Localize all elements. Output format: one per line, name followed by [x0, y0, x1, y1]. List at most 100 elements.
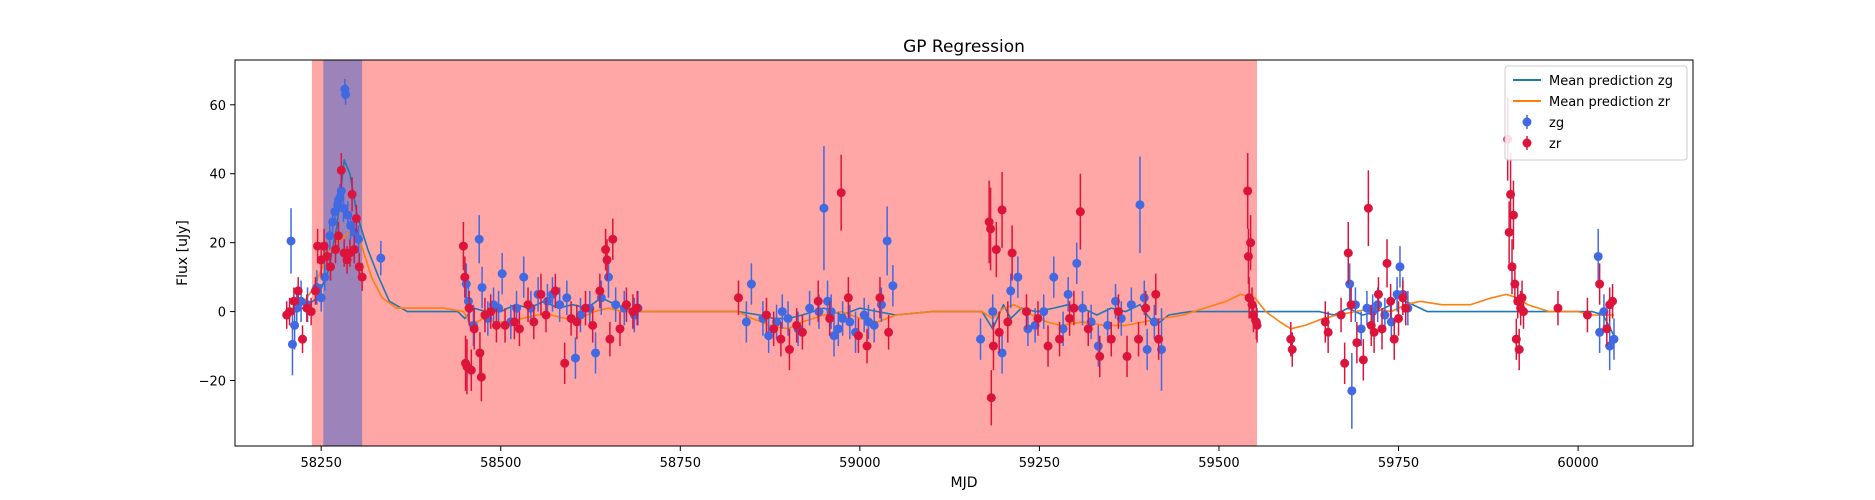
marker — [1003, 317, 1013, 327]
data-point-zg — [764, 318, 774, 353]
data-point-zr — [1514, 328, 1524, 371]
marker — [776, 334, 786, 344]
marker — [853, 331, 863, 341]
marker — [829, 331, 839, 341]
data-point-zr — [621, 287, 631, 322]
data-point-zr — [843, 277, 853, 319]
data-point-zg — [777, 294, 787, 329]
data-point-zg — [477, 266, 487, 309]
marker — [601, 245, 611, 255]
marker — [595, 286, 605, 296]
marker — [313, 241, 323, 251]
marker — [843, 293, 853, 303]
data-point-zr — [333, 221, 343, 250]
data-point-zr — [475, 332, 485, 374]
marker — [1023, 324, 1033, 334]
marker — [523, 300, 533, 310]
marker — [477, 282, 487, 292]
data-point-zr — [853, 318, 863, 353]
y-tick-label: −20 — [199, 375, 226, 390]
data-point-zr — [813, 280, 823, 322]
marker — [1247, 300, 1257, 310]
marker — [884, 327, 894, 337]
marker — [1345, 279, 1355, 289]
data-point-zr — [1363, 170, 1373, 247]
data-point-zr — [1252, 308, 1262, 343]
data-point-zr — [875, 277, 885, 319]
data-point-zg — [1013, 256, 1023, 298]
marker — [338, 203, 348, 213]
marker — [333, 231, 343, 241]
data-point-zr — [1055, 321, 1065, 357]
marker — [1134, 334, 1144, 344]
data-point-zr — [991, 221, 1001, 278]
legend: Mean prediction zg Mean prediction zr zg zr — [1504, 65, 1688, 161]
data-point-zr — [986, 187, 996, 271]
data-point-zr — [632, 290, 642, 326]
marker — [1039, 307, 1049, 317]
data-point-zr — [1343, 221, 1353, 285]
data-point-zr — [825, 301, 835, 336]
data-point-zg — [1006, 273, 1016, 309]
marker — [486, 307, 496, 317]
marker — [792, 320, 802, 330]
data-point-zr — [836, 154, 846, 231]
data-point-zg — [596, 280, 606, 316]
marker — [322, 251, 332, 261]
data-point-zr — [351, 204, 361, 233]
marker — [1151, 289, 1161, 299]
plot-frame — [234, 59, 1694, 447]
data-point-zr — [1134, 321, 1144, 357]
marker — [476, 372, 486, 382]
legend-label: zr — [1549, 137, 1562, 152]
data-point-zg — [497, 253, 507, 295]
data-point-zg — [591, 332, 601, 374]
data-point-zr — [500, 308, 510, 343]
marker — [1608, 296, 1618, 306]
marker — [555, 300, 565, 310]
data-point-zg — [976, 318, 986, 360]
marker — [1072, 258, 1082, 268]
marker — [497, 269, 507, 279]
marker — [1323, 327, 1333, 337]
data-point-zr — [1106, 321, 1116, 357]
data-point-zg — [611, 287, 621, 322]
marker — [512, 303, 522, 313]
marker — [1382, 258, 1392, 268]
marker — [351, 214, 361, 224]
x-axis: 58250 58500 58750 59000 59250 59500 59750 60000 — [301, 446, 1599, 471]
data-point-zg — [1347, 352, 1357, 429]
marker — [1602, 324, 1612, 334]
data-point-zr — [1518, 294, 1528, 329]
marker — [819, 203, 829, 213]
marker — [988, 341, 998, 351]
data-point-zg — [1072, 242, 1082, 285]
marker — [1595, 279, 1605, 289]
marker — [1142, 345, 1152, 354]
marker — [1113, 307, 1123, 317]
data-point-zg — [1126, 287, 1136, 322]
marker — [741, 317, 751, 327]
data-point-zg — [555, 287, 565, 322]
marker — [1368, 307, 1378, 317]
marker — [746, 279, 756, 289]
marker — [1149, 317, 1159, 327]
marker — [349, 245, 359, 255]
marker — [1007, 248, 1017, 258]
marker — [514, 324, 524, 334]
data-point-zg — [316, 284, 326, 312]
data-point-zg — [1609, 318, 1619, 360]
marker — [509, 317, 519, 327]
data-point-zr — [1386, 284, 1396, 319]
marker — [1122, 351, 1132, 361]
data-point-zr — [1083, 311, 1093, 347]
data-point-zr — [1358, 339, 1368, 381]
x-axis-label: MJD — [951, 475, 978, 491]
marker — [1508, 210, 1518, 220]
marker — [1243, 251, 1253, 261]
marker — [833, 324, 843, 334]
marker — [1595, 327, 1605, 337]
marker — [1055, 334, 1065, 344]
marker — [845, 317, 855, 327]
data-point-zr — [769, 311, 779, 347]
